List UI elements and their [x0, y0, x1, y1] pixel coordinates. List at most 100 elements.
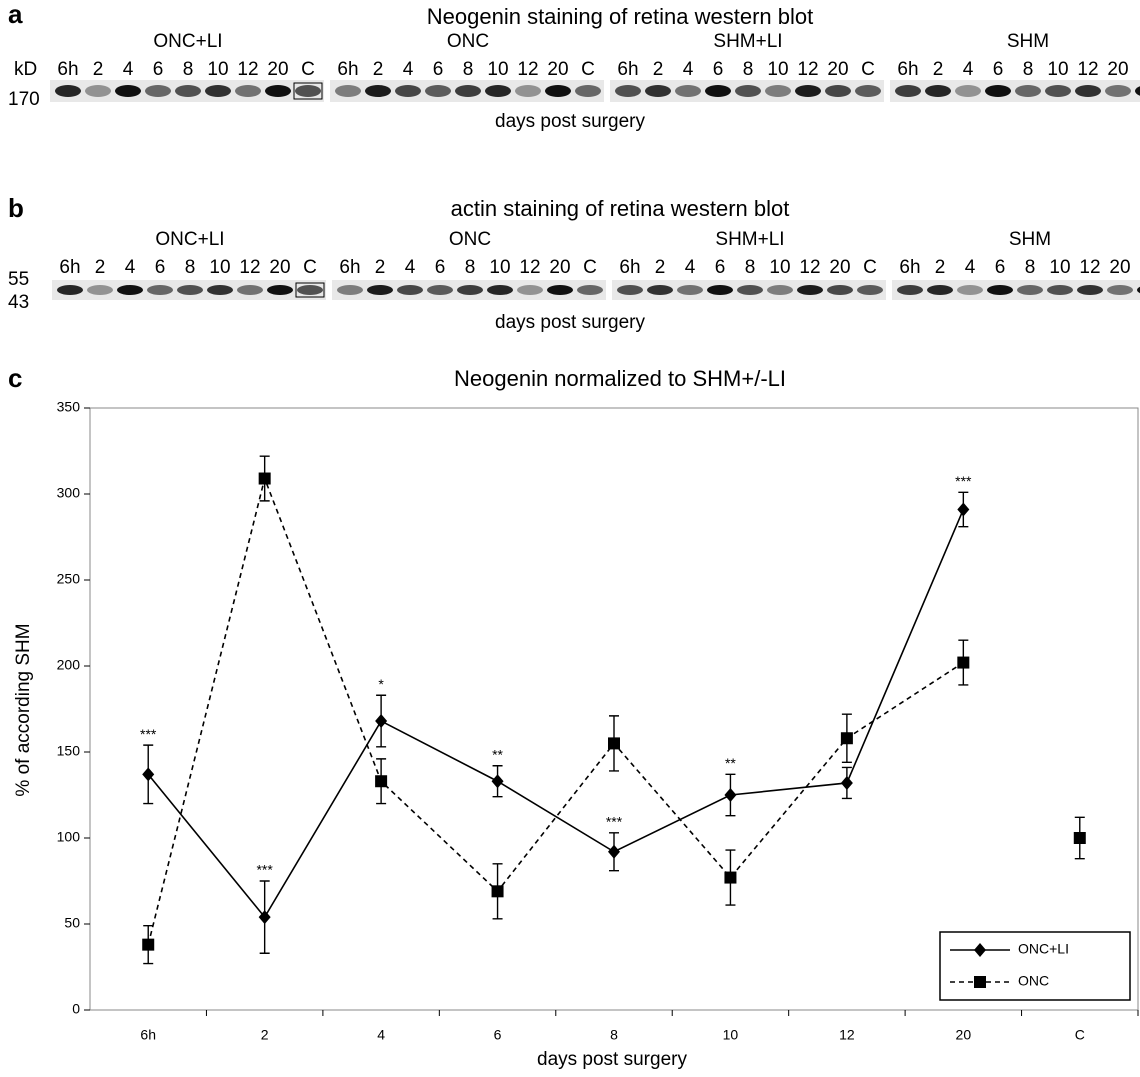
blot-band: [1047, 285, 1073, 295]
lane-label: 8: [1023, 59, 1034, 80]
lane-label: 20: [827, 59, 848, 80]
blot-band: [365, 85, 391, 97]
blot-band: [1075, 85, 1101, 97]
group-label: ONC: [449, 229, 491, 250]
lane-label: 10: [207, 59, 228, 80]
point: [841, 732, 853, 744]
figure: a Neogenin staining of retina western bl…: [0, 0, 1140, 1072]
lane-label: 6: [155, 257, 166, 278]
lane-label: 10: [769, 257, 790, 278]
blot-band: [1015, 85, 1041, 97]
blot-band: [57, 285, 83, 295]
significance: ***: [256, 862, 273, 878]
lane-label: 12: [1077, 59, 1098, 80]
blot-band: [175, 85, 201, 97]
blot-band: [205, 85, 231, 97]
blot-band: [457, 285, 483, 295]
significance: **: [492, 746, 503, 762]
lane-label: 20: [829, 257, 850, 278]
blot-band: [207, 285, 233, 295]
group-label: SHM+LI: [713, 31, 782, 52]
chart-title: Neogenin normalized to SHM+/-LI: [454, 366, 786, 391]
y-tick-label: 300: [57, 485, 81, 501]
blot-band: [1045, 85, 1071, 97]
lane-label: 8: [183, 59, 194, 80]
lane-label: 10: [1047, 59, 1068, 80]
blot-band: [987, 285, 1013, 295]
y-tick-label: 50: [64, 915, 80, 931]
blot-band: [115, 85, 141, 97]
x-tick-label: 2: [261, 1027, 269, 1043]
blot-band: [337, 285, 363, 295]
lane-label: 10: [487, 59, 508, 80]
lane-label: 8: [743, 59, 754, 80]
lane-label: 2: [935, 257, 946, 278]
blot-band: [985, 85, 1011, 97]
blot-band: [1017, 285, 1043, 295]
blot-band: [677, 285, 703, 295]
lane-label: 6h: [617, 59, 638, 80]
significance: ***: [606, 814, 623, 830]
lane-label: 20: [547, 59, 568, 80]
point: [1074, 832, 1086, 844]
blot-band: [647, 285, 673, 295]
blot-band: [855, 85, 881, 97]
x-tick-label: 8: [610, 1027, 618, 1043]
point: [492, 885, 504, 897]
lane-label: C: [301, 59, 315, 80]
lane-label: 10: [767, 59, 788, 80]
blot-band: [145, 85, 171, 97]
legend-label: ONC: [1018, 973, 1049, 989]
panel-letter: c: [8, 363, 22, 393]
page: a Neogenin staining of retina western bl…: [0, 0, 1140, 1077]
lane-label: 12: [799, 257, 820, 278]
blot-band: [735, 85, 761, 97]
blot-band: [895, 85, 921, 97]
point: [957, 502, 969, 516]
point: [724, 788, 736, 802]
lane-label: 8: [1025, 257, 1036, 278]
marker-label: 170: [8, 89, 40, 110]
blot-band: [517, 285, 543, 295]
point: [608, 845, 620, 859]
blot-band: [487, 285, 513, 295]
lane-label: 20: [1109, 257, 1130, 278]
blot-xlabel: days post surgery: [495, 111, 645, 132]
lane-label: 4: [685, 257, 696, 278]
group-label: ONC+LI: [153, 31, 222, 52]
blot-band: [427, 285, 453, 295]
blot-band: [1077, 285, 1103, 295]
y-tick-label: 200: [57, 657, 81, 673]
lane-label: 6h: [899, 257, 920, 278]
blot-band: [297, 285, 323, 295]
blot-band: [367, 285, 393, 295]
blot-band: [147, 285, 173, 295]
lane-label: 4: [683, 59, 694, 80]
blot-band: [545, 85, 571, 97]
lane-label: 2: [93, 59, 104, 80]
x-tick-label: 6: [494, 1027, 502, 1043]
point: [259, 473, 271, 485]
lane-label: 6h: [339, 257, 360, 278]
blot-band: [237, 285, 263, 295]
blot-xlabel: days post surgery: [495, 312, 645, 333]
lane-label: 6h: [619, 257, 640, 278]
blot-band: [825, 85, 851, 97]
legend-label: ONC+LI: [1018, 941, 1069, 957]
lane-label: 12: [517, 59, 538, 80]
x-tick-label: 12: [839, 1027, 855, 1043]
blot-band: [265, 85, 291, 97]
lane-label: 4: [123, 59, 134, 80]
x-tick-label: 20: [956, 1027, 972, 1043]
point: [142, 939, 154, 951]
y-tick-label: 250: [57, 571, 81, 587]
lane-label: 4: [963, 59, 974, 80]
point: [375, 775, 387, 787]
marker-label: 43: [8, 292, 29, 313]
lane-label: 6h: [57, 59, 78, 80]
plot-frame: [90, 408, 1138, 1010]
lane-label: 8: [463, 59, 474, 80]
marker-label: 55: [8, 269, 29, 290]
point: [608, 737, 620, 749]
point: [957, 657, 969, 669]
